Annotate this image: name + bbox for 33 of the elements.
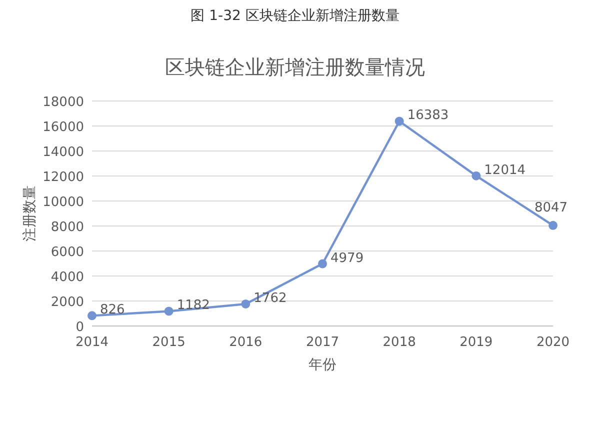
y-tick-label: 12000 bbox=[42, 170, 84, 185]
y-tick-label: 16000 bbox=[42, 120, 84, 135]
data-label: 1762 bbox=[254, 290, 287, 306]
point bbox=[548, 220, 558, 230]
x-axis-title: 年份 bbox=[308, 357, 336, 373]
x-tick-label: 2016 bbox=[229, 335, 262, 350]
y-tick-label: 6000 bbox=[50, 245, 84, 260]
y-tick-label: 0 bbox=[76, 320, 84, 335]
point bbox=[318, 259, 327, 268]
y-tick-label: 2000 bbox=[50, 295, 84, 310]
x-tick-label: 2015 bbox=[152, 335, 186, 350]
data-label: 12014 bbox=[484, 162, 526, 178]
y-tick-label: 18000 bbox=[42, 95, 84, 110]
point bbox=[241, 299, 250, 308]
y-axis-title: 注册数量 bbox=[22, 186, 38, 242]
x-tick-label: 2020 bbox=[536, 335, 570, 350]
x-tick-label: 2018 bbox=[382, 335, 416, 350]
x-tick-label: 2019 bbox=[460, 335, 493, 350]
x-tick-label: 2017 bbox=[306, 335, 340, 350]
point bbox=[394, 116, 404, 126]
y-tick-label: 4000 bbox=[50, 270, 84, 285]
point bbox=[164, 306, 174, 316]
data-label: 8047 bbox=[534, 200, 568, 216]
x-tick-label: 2014 bbox=[75, 335, 109, 350]
y-tick-label: 8000 bbox=[50, 220, 84, 235]
data-label: 16383 bbox=[407, 108, 449, 124]
chart-title: 区块链企业新增注册数量情况 bbox=[165, 55, 425, 79]
caption: 图 1-32 区块链企业新增注册数量 bbox=[190, 8, 400, 24]
y-tick-label: 14000 bbox=[42, 145, 84, 160]
y-tick-label: 10000 bbox=[42, 195, 84, 210]
data-label: 4979 bbox=[330, 250, 364, 266]
point bbox=[472, 171, 481, 180]
point bbox=[88, 311, 96, 320]
